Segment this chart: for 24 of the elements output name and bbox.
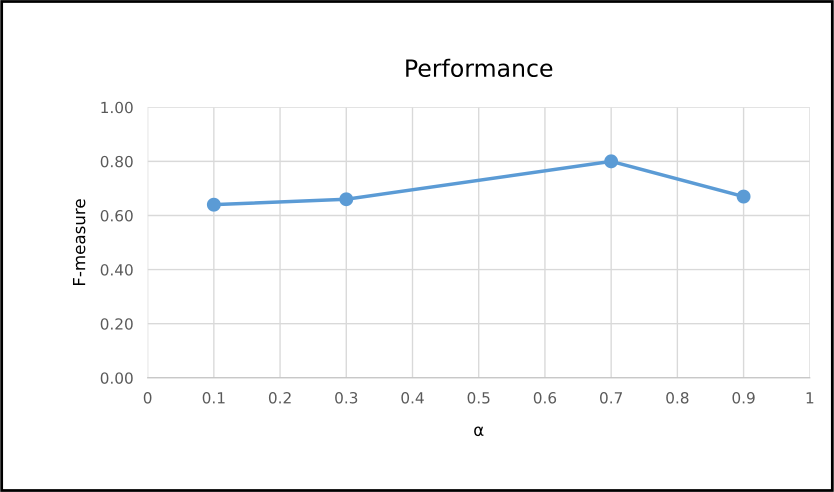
x-tick-label: 0.7 <box>600 392 622 404</box>
x-tick-label: 0 <box>144 392 152 404</box>
x-tick-label: 0.9 <box>732 392 755 404</box>
x-tick-label: 0.1 <box>202 392 225 404</box>
y-tick-label: 0.00 <box>100 372 133 384</box>
x-tick-label: 0.3 <box>335 392 358 404</box>
point <box>339 192 354 206</box>
x-tick-label: 0.8 <box>666 392 688 404</box>
x-tick-label: 0.4 <box>401 392 424 404</box>
point <box>736 190 751 204</box>
y-axis-title: F-measure <box>72 199 86 286</box>
point <box>604 154 618 168</box>
x-tick-label: 0.6 <box>534 392 556 404</box>
y-tick-label: 0.80 <box>100 156 133 168</box>
x-tick-label: 0.2 <box>268 392 291 404</box>
point <box>206 198 221 212</box>
y-tick-label: 1.00 <box>101 102 133 114</box>
y-tick-label: 0.20 <box>100 318 133 330</box>
x-tick-label: 1 <box>806 392 814 404</box>
y-tick-label: 0.60 <box>100 210 133 222</box>
x-tick-label: 0.5 <box>468 392 490 404</box>
chart-title: Performance <box>406 58 552 78</box>
y-tick-label: 0.40 <box>100 264 133 276</box>
x-axis-title: α <box>474 426 484 436</box>
